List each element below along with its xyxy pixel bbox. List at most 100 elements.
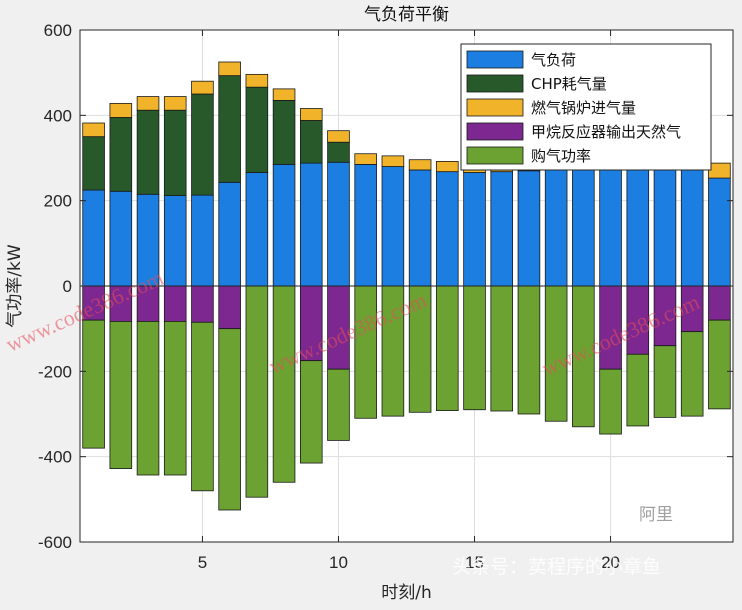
bar-chp-gas [163,109,187,196]
bar-methane-output [299,285,323,362]
bar-purchased-gas [544,285,568,422]
bar-purchased-gas [490,285,514,412]
x-tick-label: 10 [329,553,348,572]
bar-methane-output [653,285,677,347]
bar-boiler-gas [436,161,459,173]
x-axis-label: 时刻/h [381,583,432,603]
bar-chp-gas [327,141,350,163]
bar-chp-gas [218,75,241,183]
bar-chp-gas [191,93,214,196]
bar-methane-output [708,285,731,321]
bar-purchased-gas [245,285,269,498]
bar-gas-load [653,167,677,287]
bar-methane-output [109,285,133,322]
bar-chp-gas [299,120,323,164]
bar-chp-gas [82,136,105,191]
bar-methane-output [82,285,105,321]
bar-methane-output [191,285,214,323]
bar-boiler-gas [218,61,241,77]
bar-methane-output [327,285,350,370]
bar-purchased-gas [408,285,432,413]
legend-swatch-methane-output [466,122,524,141]
bar-gas-load [490,171,514,287]
bar-purchased-gas [517,285,541,415]
y-tick-label: -400 [38,448,72,467]
bar-purchased-gas [626,353,650,427]
bar-purchased-gas [354,285,377,419]
bar-purchased-gas [653,345,677,418]
bar-boiler-gas [136,96,160,111]
bar-gas-load [136,193,160,287]
bar-gas-load [680,168,704,287]
bar-chp-gas [272,100,296,165]
legend-entry-gas-load: 气负荷 [531,51,576,69]
bar-boiler-gas [381,155,405,167]
bar-purchased-gas [436,285,459,411]
bar-gas-load [626,167,650,287]
bar-gas-load [381,166,405,287]
bar-purchased-gas [381,285,405,417]
legend-entry-boiler-gas: 燃气锅炉进气量 [531,99,636,117]
bar-chp-gas [109,117,133,192]
bar-gas-load [463,172,486,287]
legend-entry-purchased-gas: 购气功率 [531,147,591,165]
bar-boiler-gas [327,130,350,143]
bar-gas-load [517,170,541,287]
y-tick-label: 200 [44,192,72,211]
bar-gas-load [245,172,269,287]
bar-gas-load [599,167,622,287]
bar-methane-output [136,285,160,322]
watermark-brand: 头条号：荬程序的小章鱼 [452,556,662,578]
bar-gas-load [354,163,377,287]
bar-purchased-gas [272,285,296,483]
bar-boiler-gas [109,102,133,118]
bar-methane-output [680,285,704,333]
bar-gas-load [572,168,595,287]
legend-swatch-boiler-gas [466,98,524,117]
bar-purchased-gas [599,368,622,435]
bar-boiler-gas [408,159,432,171]
bar-boiler-gas [354,153,377,165]
bar-gas-load [163,195,187,287]
bar-purchased-gas [136,321,160,476]
bar-purchased-gas [299,360,323,464]
bar-purchased-gas [218,328,241,511]
bar-gas-load [82,189,105,287]
bar-purchased-gas [191,321,214,492]
bar-gas-load [109,190,133,287]
bar-boiler-gas [299,108,323,121]
bar-boiler-gas [708,162,731,179]
bar-gas-load [191,194,214,287]
bar-chp-gas [136,109,160,195]
bar-gas-load [408,169,432,287]
bar-purchased-gas [82,319,105,449]
bar-boiler-gas [82,122,105,138]
bar-gas-load [272,163,296,287]
brand-logo-watermark: 阿里 [633,498,679,532]
bar-gas-load [708,177,731,287]
bar-methane-output [163,285,187,322]
bar-purchased-gas [572,285,595,428]
bar-methane-output [599,285,622,370]
bar-boiler-gas [163,96,187,111]
bar-methane-output [626,285,650,355]
bar-boiler-gas [191,80,214,95]
bar-purchased-gas [163,321,187,476]
bar-gas-load [436,171,459,287]
y-tick-label: 600 [44,21,72,40]
x-tick-label: 15 [465,553,484,572]
x-tick-label: 5 [198,553,207,572]
bar-purchased-gas [327,368,350,441]
bar-chp-gas [245,86,269,173]
bar-purchased-gas [463,285,486,411]
legend-entry-methane-output: 甲烷反应器输出天然气 [531,123,681,141]
y-tick-label: 400 [44,106,72,125]
bar-gas-load [327,161,350,287]
chart-title: 气负荷平衡 [364,5,449,25]
bar-purchased-gas [708,319,731,410]
bar-purchased-gas [109,321,133,470]
y-tick-label: -600 [38,533,72,552]
x-tick-label: 20 [601,553,620,572]
